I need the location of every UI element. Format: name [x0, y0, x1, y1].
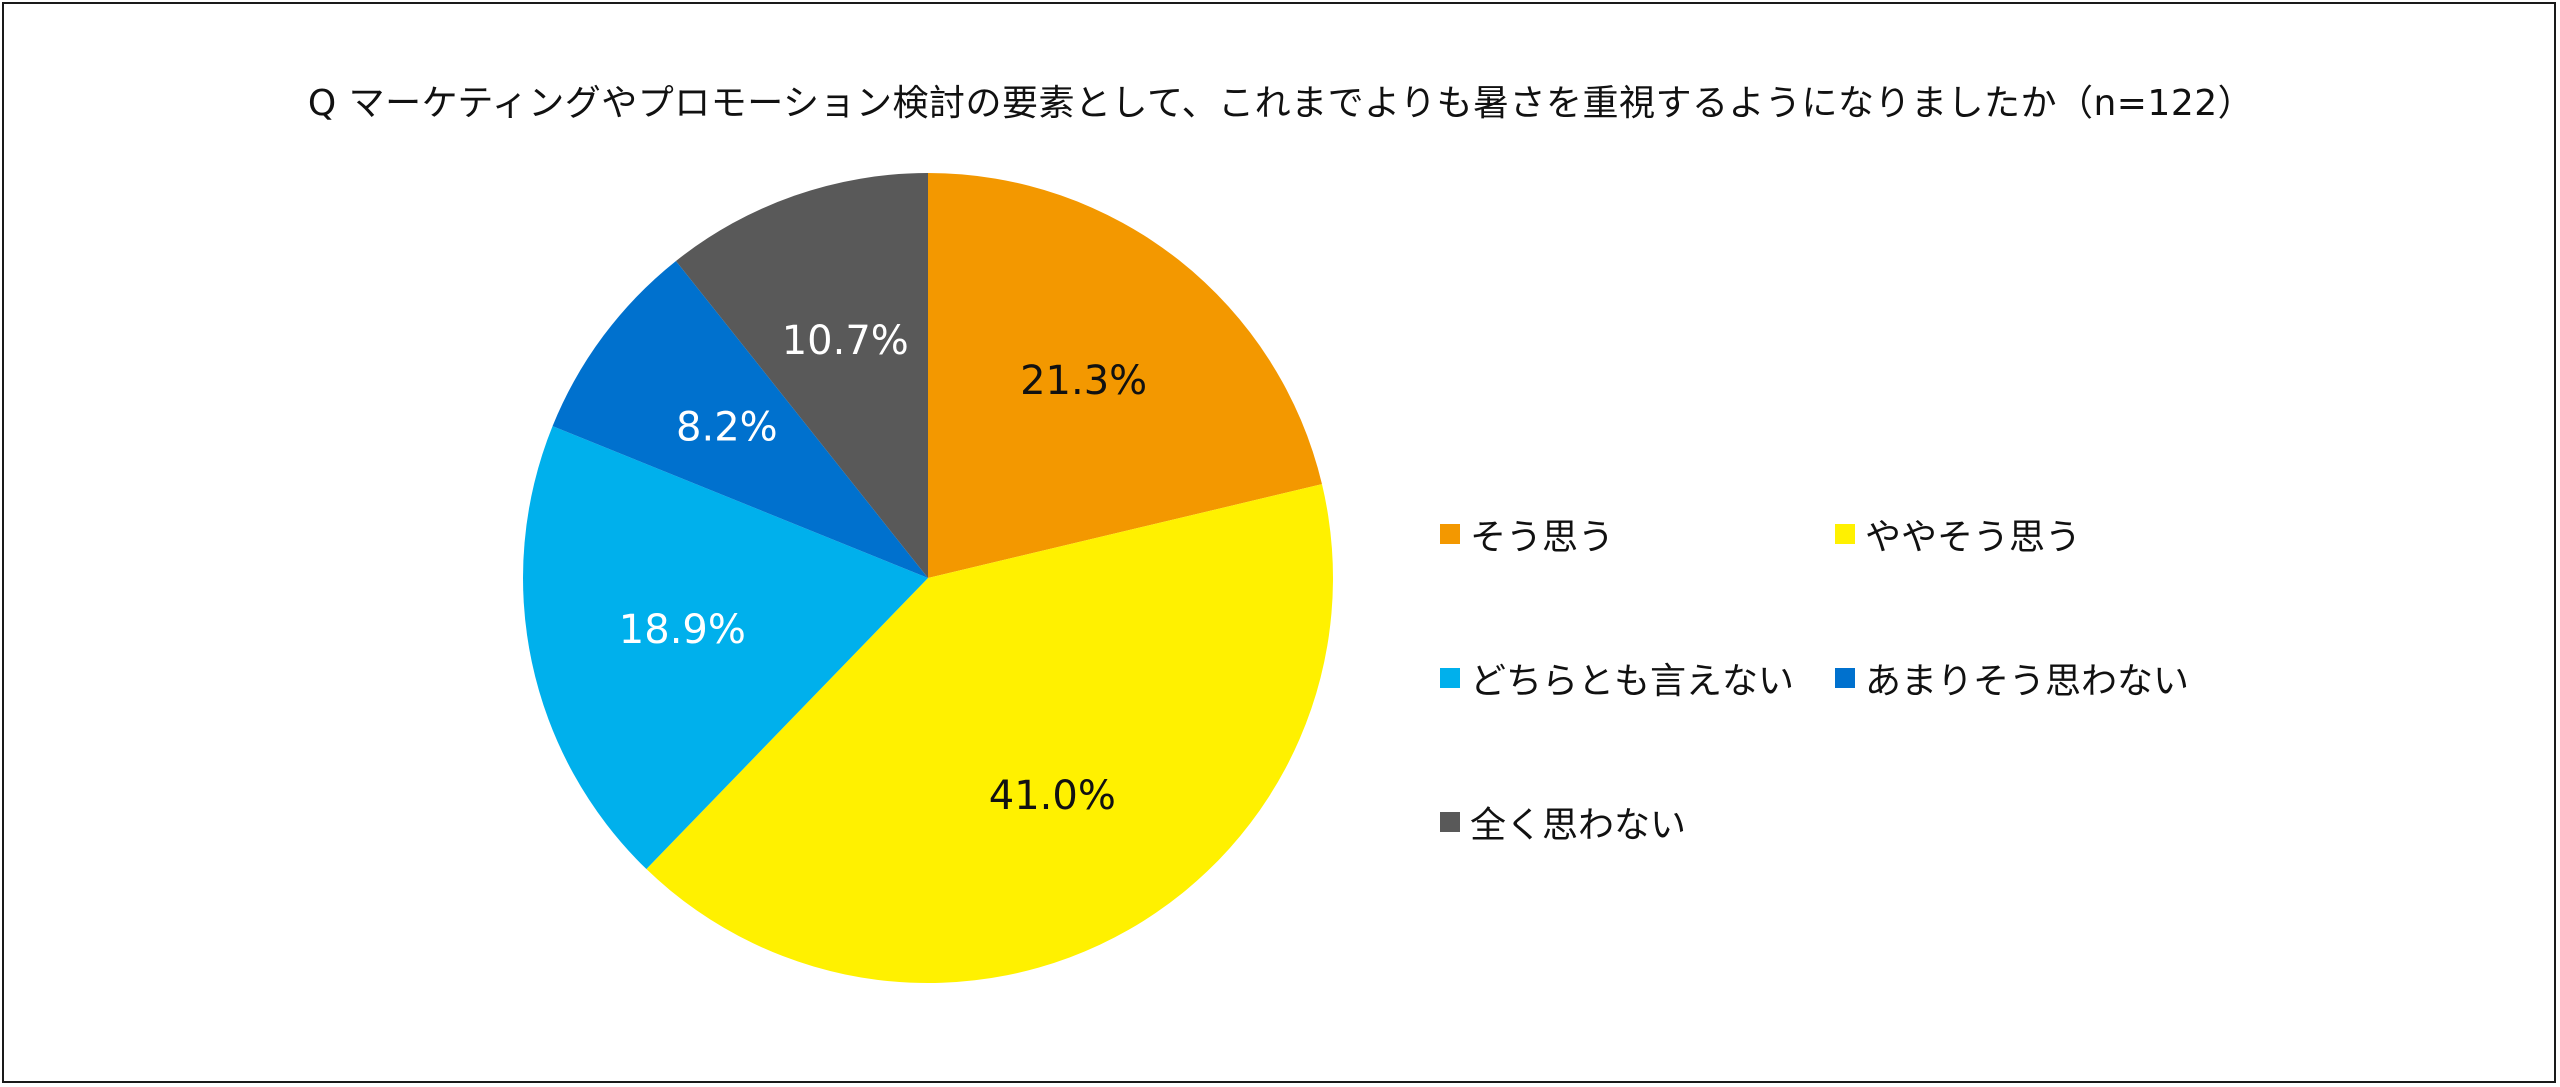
legend-swatch [1440, 668, 1460, 688]
legend-item-dochiratomo-ienai: どちらとも言えない [1440, 656, 1835, 702]
legend-label: どちらとも言えない [1470, 661, 1795, 702]
legend-swatch [1835, 668, 1855, 688]
pie-slice-label-4: 10.7% [782, 318, 909, 364]
legend-swatch [1440, 524, 1460, 544]
legend-label: 全く思わない [1470, 805, 1687, 846]
legend-label: あまりそう思わない [1865, 661, 2190, 702]
pie-slice-label-2: 18.9% [619, 607, 746, 653]
legend-label: そう思う [1470, 517, 1615, 558]
pie-slice-label-0: 21.3% [1020, 358, 1147, 404]
pie-chart: 21.3% 41.0% 18.9% 8.2%10.7% [522, 173, 1333, 984]
legend-item-yaya-sou-omou: ややそう思う [1835, 512, 2305, 558]
pie-slice-0 [928, 173, 1322, 578]
pie-slice-3 [552, 260, 928, 578]
legend-swatch [1835, 524, 1855, 544]
pie-slice-1 [646, 484, 1333, 984]
pie-slice-label-3: 8.2% [676, 405, 778, 451]
legend: そう思う ややそう思う どちらとも言えない あまりそう思わない 全く思わない [1440, 512, 2340, 846]
pie-slice-label-1: 41.0% [989, 773, 1116, 819]
legend-item-mattaku-omowanai: 全く思わない [1440, 800, 1835, 846]
chart-title: Q マーケティングやプロモーション検討の要素として、これまでよりも暑さを重視する… [307, 83, 2255, 124]
legend-label: ややそう思う [1865, 517, 2082, 558]
legend-swatch [1440, 812, 1460, 832]
pie-slice-4 [675, 173, 928, 578]
legend-item-amari-sou-omowanai: あまりそう思わない [1835, 656, 2305, 702]
pie-slice-2 [522, 426, 928, 870]
legend-item-sou-omou: そう思う [1440, 512, 1835, 558]
